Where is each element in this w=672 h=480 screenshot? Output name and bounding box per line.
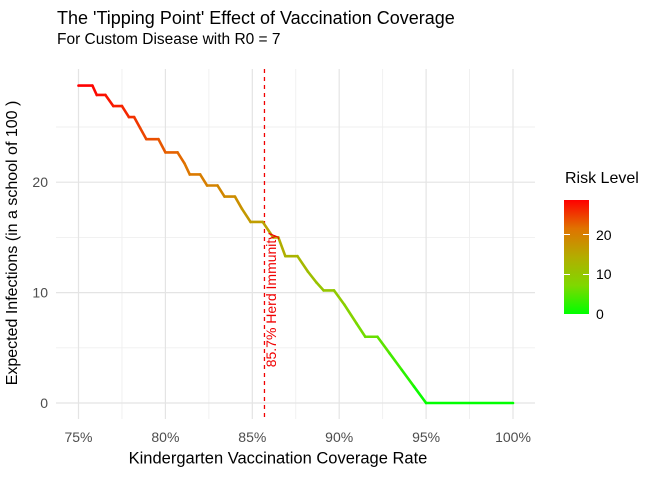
colorbar-tick xyxy=(583,273,589,276)
colorbar-tick xyxy=(583,233,589,236)
curve-segment xyxy=(315,281,325,292)
curve-segment xyxy=(332,289,346,307)
x-tick-label: 80% xyxy=(151,429,179,445)
curve-segment xyxy=(138,126,148,141)
x-tick-label: 95% xyxy=(412,429,440,445)
y-tick-label: 10 xyxy=(32,285,48,301)
curve-segment xyxy=(388,352,404,372)
curve-segment xyxy=(104,93,115,108)
legend-title: Risk Level xyxy=(565,170,639,187)
curve-segment xyxy=(132,115,142,130)
curve-segment xyxy=(343,303,358,325)
x-tick-label: 90% xyxy=(325,429,353,445)
legend: Risk Level 0 10 20 xyxy=(563,170,672,330)
colorbar-tick xyxy=(564,273,570,276)
curve-segment xyxy=(261,220,275,239)
curve-segment xyxy=(233,195,244,210)
herd-immunity-label: 85.7% Herd Immunity xyxy=(263,232,279,368)
legend-tick-label: 20 xyxy=(596,226,612,243)
curve-segment xyxy=(277,236,287,258)
y-tick-label: 0 xyxy=(40,395,48,411)
curve-segment xyxy=(198,173,209,187)
curve-segment xyxy=(176,151,186,165)
curve-segment xyxy=(412,385,428,405)
curve-segment xyxy=(376,335,391,355)
x-tick-label: 100% xyxy=(495,429,531,445)
x-axis-title: Kindergarten Vaccination Coverage Rate xyxy=(128,449,428,468)
colorbar-tick xyxy=(564,233,570,236)
curve-segment xyxy=(216,184,226,198)
x-tick-label: 75% xyxy=(64,429,92,445)
curve-segment xyxy=(157,137,167,154)
x-tick-label: 85% xyxy=(238,429,266,445)
curve-segment xyxy=(355,322,367,339)
curve-segment xyxy=(306,270,318,284)
plot-title: The 'Tipping Point' Effect of Vaccinatio… xyxy=(57,8,455,28)
colorbar-gradient xyxy=(564,200,589,314)
legend-tick-label: 10 xyxy=(596,266,612,283)
curve-segment xyxy=(120,104,131,119)
curve-segment xyxy=(296,254,310,273)
curve-segment xyxy=(183,162,192,176)
legend-tick-label: 0 xyxy=(596,306,604,322)
curve-segment xyxy=(240,207,252,224)
y-axis-title: Expected Infections (in a school of 100 … xyxy=(4,100,21,386)
y-tick-label: 20 xyxy=(32,174,48,190)
curve-segment xyxy=(91,84,99,97)
plot-subtitle: For Custom Disease with R0 = 7 xyxy=(57,31,281,48)
curve-segment xyxy=(400,368,416,388)
